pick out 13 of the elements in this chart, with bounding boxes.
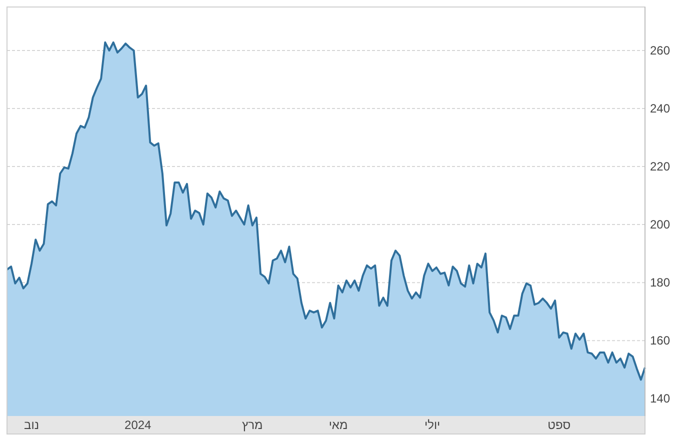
y-tick-label: 200	[650, 218, 670, 232]
y-tick-label: 160	[650, 334, 670, 348]
y-tick-label: 220	[650, 160, 670, 174]
x-tick-label: מאי	[328, 418, 348, 432]
x-tick-label: מרץ	[242, 418, 263, 432]
y-tick-label: 180	[650, 276, 670, 290]
x-tick-label: יולי	[424, 418, 440, 432]
y-tick-label: 240	[650, 102, 670, 116]
x-tick-label: נוב	[24, 418, 40, 432]
y-tick-label: 140	[650, 392, 670, 406]
x-tick-label: 2024	[124, 418, 152, 432]
y-tick-label: 260	[650, 44, 670, 58]
x-tick-label: ספט	[548, 418, 571, 432]
